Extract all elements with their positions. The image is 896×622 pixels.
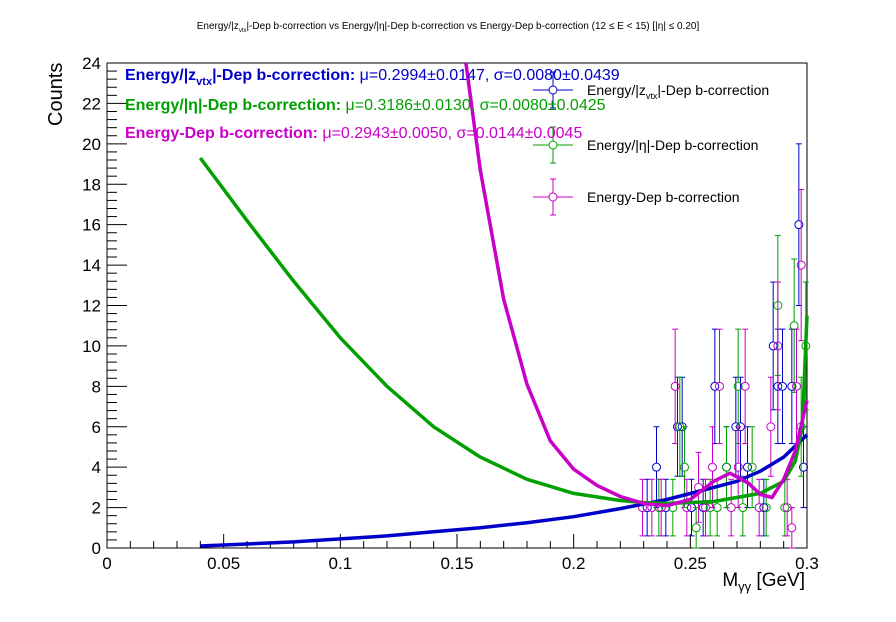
data-point — [638, 478, 647, 537]
data-point — [642, 478, 652, 537]
legend-entry: Energy/|zvtx|-Dep b-correction — [533, 71, 769, 109]
legend-marker-icon — [548, 192, 558, 202]
data-point — [799, 426, 808, 509]
data-point — [792, 328, 801, 445]
data-point — [715, 328, 724, 445]
fit-curve — [198, 156, 809, 506]
y-tick-label: 2 — [92, 499, 101, 518]
y-axis-label: Counts — [45, 63, 67, 126]
y-tick-label: 8 — [92, 377, 101, 396]
data-point — [794, 143, 804, 306]
fit-result-text: Energy-Dep b-correction: μ=0.2943±0.0050… — [125, 125, 582, 142]
y-tick-label: 4 — [92, 458, 101, 477]
data-point — [675, 376, 685, 477]
data-point — [670, 328, 680, 445]
y-tick-label: 6 — [92, 418, 101, 437]
legend-label: Energy-Dep b-correction — [587, 189, 740, 205]
data-point — [722, 426, 731, 509]
y-tick-label: 10 — [82, 337, 101, 356]
x-axis: 0 0.05 0.1 0.15 0.2 0.25 0.3 — [102, 534, 819, 573]
y-tick-label: 20 — [82, 135, 101, 154]
x-tick-label: 0.15 — [440, 554, 473, 573]
y-tick-label: 12 — [82, 297, 101, 316]
x-axis-label: Mγγ [GeV] — [722, 570, 805, 594]
fit-result-text: Energy/|η|-Dep b-correction: μ=0.3186±0.… — [125, 97, 606, 114]
legend-entry: Energy/|η|-Dep b-correction — [533, 126, 758, 164]
data-point — [747, 426, 757, 509]
chart-title: Energy/|zvtx|-Dep b-correction vs Energy… — [197, 21, 700, 34]
data-point — [789, 258, 799, 393]
fit-curves — [198, 62, 809, 548]
data-point — [787, 507, 797, 549]
legend-entry: Energy-Dep b-correction — [533, 178, 740, 216]
data-point — [778, 328, 787, 445]
x-tick-label: 0.05 — [207, 554, 240, 573]
data-point — [710, 328, 720, 445]
y-tick-label: 22 — [82, 94, 101, 113]
data-point — [796, 189, 806, 342]
fit-curve — [464, 62, 809, 508]
legend: Energy/|zvtx|-Dep b-correction Energy/|η|… — [533, 71, 769, 216]
legend-marker-icon — [548, 85, 558, 95]
data-point — [740, 328, 750, 445]
y-tick-label: 24 — [82, 54, 101, 73]
y-tick-label: 16 — [82, 216, 101, 235]
legend-label: Energy/|zvtx|-Dep b-correction — [587, 82, 769, 101]
data-point — [647, 478, 657, 537]
x-tick-label: 0 — [102, 554, 111, 573]
legend-label: Energy/|η|-Dep b-correction — [587, 137, 758, 153]
x-tick-label: 0.1 — [329, 554, 353, 573]
x-tick-label: 0.3 — [795, 554, 819, 573]
data-point — [754, 478, 764, 537]
legend-marker-icon — [548, 140, 558, 150]
y-tick-label: 18 — [82, 175, 101, 194]
fit-curve — [200, 433, 809, 548]
fit-results: Energy/|zvtx|-Dep b-correction: μ=0.2994… — [125, 67, 620, 142]
x-tick-label: 0.25 — [674, 554, 707, 573]
y-tick-label: 0 — [92, 539, 101, 558]
fit-result-text: Energy/|zvtx|-Dep b-correction: μ=0.2994… — [125, 67, 620, 88]
y-tick-label: 14 — [82, 256, 101, 275]
data-points — [638, 143, 811, 549]
data-point — [773, 281, 783, 411]
data-point — [766, 376, 776, 477]
x-tick-label: 0.2 — [562, 554, 586, 573]
